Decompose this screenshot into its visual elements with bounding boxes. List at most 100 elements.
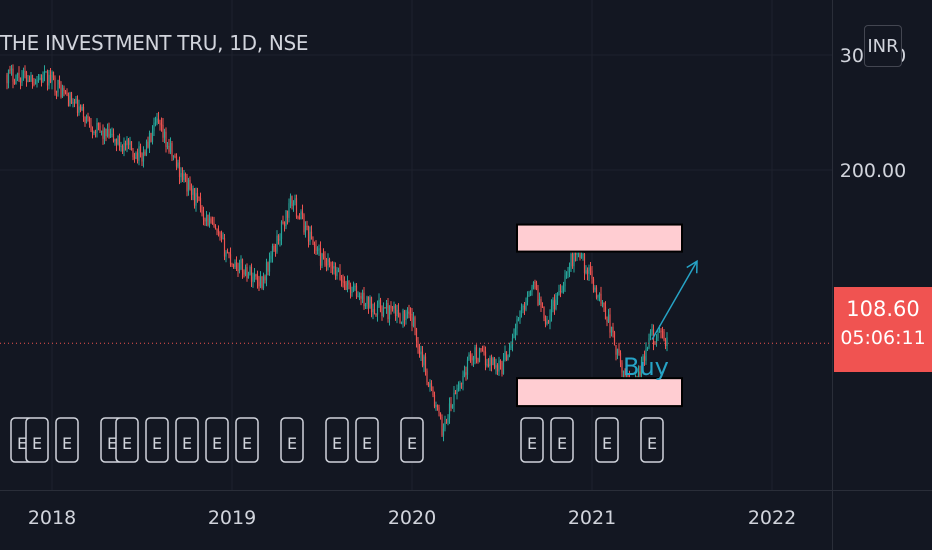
candle-body: [6, 74, 8, 84]
candle-body: [462, 376, 464, 385]
candle-body: [85, 115, 88, 123]
candle-body: [216, 229, 218, 231]
candle-body: [88, 118, 91, 125]
candle-body: [658, 330, 661, 333]
candle-body: [268, 259, 271, 272]
candle-body: [109, 133, 112, 138]
candle-body: [471, 356, 473, 361]
candle-body: [592, 278, 595, 290]
candle-body: [97, 122, 100, 126]
candle-body: [586, 270, 589, 274]
currency-button[interactable]: INR: [864, 25, 902, 67]
candle-body: [456, 389, 458, 394]
candle-body: [436, 405, 439, 408]
candle-body: [294, 198, 296, 203]
candle-body: [253, 274, 256, 277]
candle-body: [177, 162, 179, 167]
candle-body: [408, 311, 410, 314]
candle-body: [201, 209, 203, 214]
candle-body: [327, 259, 329, 266]
candle-body: [457, 388, 460, 390]
candle-body: [213, 223, 215, 227]
candle-body: [154, 122, 157, 124]
projection-arrow-head: [686, 259, 698, 274]
candle-body: [417, 340, 419, 349]
candle-body: [79, 106, 82, 111]
candle-body: [490, 357, 493, 366]
candle-body: [561, 291, 563, 293]
candle-body: [400, 323, 403, 325]
candle-body: [273, 245, 275, 251]
candle-body: [76, 98, 79, 113]
candle-body: [598, 293, 601, 296]
earnings-marker-label: E: [212, 434, 222, 453]
candle-body: [300, 211, 302, 220]
candle-body: [562, 286, 565, 292]
candle-body: [144, 151, 146, 155]
candle-body: [181, 173, 184, 180]
candle-body: [576, 252, 578, 255]
candle-body: [156, 118, 158, 123]
candle-body: [603, 302, 605, 307]
candle-body: [664, 339, 667, 347]
candle-body: [166, 145, 169, 147]
candle-body: [139, 146, 142, 154]
candle-body: [94, 131, 97, 133]
candle-body: [627, 374, 629, 378]
candle-body: [219, 232, 221, 235]
earnings-marker-label: E: [362, 434, 372, 453]
candle-body: [505, 351, 508, 361]
candle-body: [43, 72, 46, 76]
candle-body: [553, 300, 556, 310]
candle-body: [660, 330, 662, 332]
candle-body: [30, 74, 32, 82]
candle-body: [292, 202, 295, 207]
candle-body: [375, 314, 377, 316]
candle-body: [354, 285, 356, 287]
candle-body: [9, 69, 11, 71]
candle-body: [91, 130, 94, 133]
candle-body: [609, 314, 611, 333]
candle-body: [153, 122, 155, 131]
candle-body: [516, 319, 518, 329]
candle-body: [103, 128, 106, 139]
candle-body: [361, 292, 364, 299]
candle-body: [415, 328, 418, 341]
candle-body: [355, 285, 358, 297]
candle-body: [618, 348, 620, 354]
candle-body: [136, 152, 139, 161]
candle-body: [178, 162, 181, 178]
candle-body: [622, 371, 625, 373]
candle-body: [376, 304, 379, 315]
candle-body: [280, 221, 283, 239]
candle-body: [84, 116, 86, 123]
candle-body: [538, 299, 541, 306]
candle-body: [279, 238, 281, 241]
candle-body: [550, 305, 553, 316]
candle-body: [265, 262, 268, 281]
candle-body: [558, 290, 560, 296]
candle-body: [87, 115, 89, 119]
candle-body: [297, 216, 299, 218]
candle-body: [54, 77, 56, 92]
candle-body: [27, 80, 29, 82]
candle-body: [133, 157, 136, 159]
candle-body: [544, 318, 547, 325]
candle-body: [262, 276, 265, 288]
candles: [6, 64, 668, 442]
candle-body: [411, 314, 413, 326]
candle-body: [229, 254, 232, 264]
candle-body: [289, 196, 292, 204]
candle-body: [519, 310, 521, 320]
earnings-marker-box: [640, 417, 664, 463]
candle-body: [358, 296, 361, 298]
candle-body: [585, 270, 587, 273]
candle-body: [567, 271, 569, 273]
candle-body: [486, 364, 488, 366]
candle-body: [568, 266, 571, 272]
candle-body: [312, 239, 314, 245]
candle-body: [121, 145, 124, 152]
candle-body: [259, 276, 262, 287]
